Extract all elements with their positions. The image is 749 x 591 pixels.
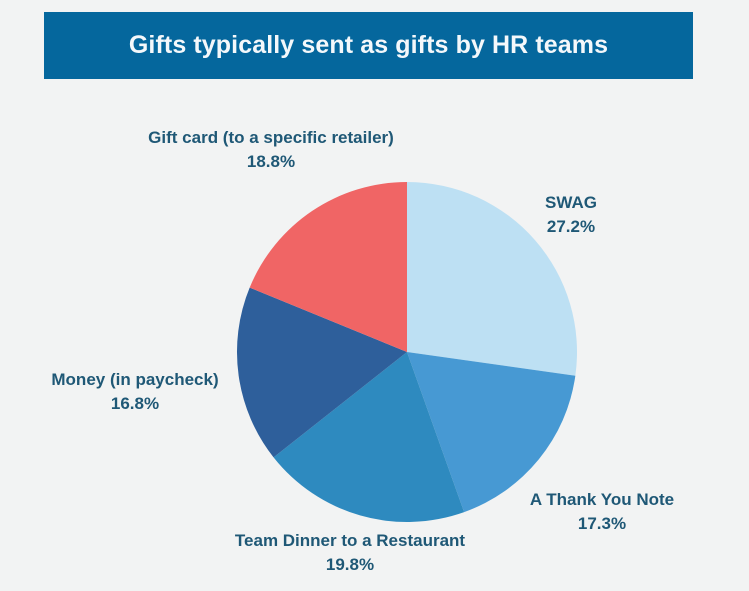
pie-slice-a-thank-you-note [407,352,576,513]
label-money-name: Money (in paycheck) [51,370,219,389]
pie-slice-team-dinner-to-a-restaurant [273,352,465,523]
label-swag-value: 27.2% [546,217,596,236]
chart-title-banner: Gifts typically sent as gifts by HR team… [44,12,693,79]
label-swag: SWAG 27.2% [545,191,597,239]
label-swag-name: SWAG [545,193,597,212]
label-team-dinner-name: Team Dinner to a Restaurant [234,531,466,550]
pie-slice-swag [407,182,578,376]
chart-title: Gifts typically sent as gifts by HR team… [128,31,609,59]
label-gift-card-value: 18.8% [246,152,296,171]
label-money: Money (in paycheck) 16.8% [51,368,218,416]
label-gift-card: Gift card (to a specific retailer) 18.8% [148,126,394,174]
pie-slice-gift-card-to-a-specific-retailer [249,182,407,352]
label-money-value: 16.8% [110,394,160,413]
label-team-dinner-value: 19.8% [325,555,375,574]
label-thank-you-note-name: A Thank You Note [529,490,675,509]
label-thank-you-note-value: 17.3% [577,514,627,533]
label-gift-card-name: Gift card (to a specific retailer) [148,128,394,147]
pie-slice-money-in-paycheck [236,287,407,458]
label-thank-you-note: A Thank You Note 17.3% [530,488,674,536]
label-team-dinner: Team Dinner to a Restaurant 19.8% [235,529,465,577]
